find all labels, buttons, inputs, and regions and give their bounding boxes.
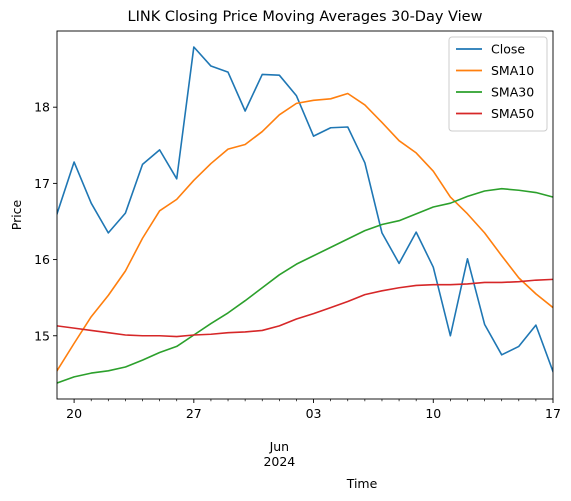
axes: [56, 30, 554, 400]
legend-label: SMA10: [491, 63, 534, 78]
y-tick-label: 15: [34, 328, 50, 343]
legend-label: Close: [491, 42, 525, 57]
series-lines: [57, 46, 553, 384]
legend: Close SMA10 SMA30 SMA50: [448, 36, 548, 132]
plot-frame: [56, 30, 554, 400]
legend-label: SMA30: [491, 85, 534, 100]
x-month-label: 2024: [263, 454, 295, 469]
y-tick-label: 18: [34, 100, 50, 115]
series-line-sma10: [57, 92, 553, 372]
x-tick-label: 03: [306, 406, 322, 421]
x-month-label: Jun: [269, 439, 290, 454]
x-axis-label: Time: [346, 476, 378, 491]
chart-title: LINK Closing Price Moving Averages 30-Da…: [128, 9, 483, 25]
x-tick-label: 10: [425, 406, 441, 421]
legend-label: SMA50: [491, 106, 534, 121]
series-line-sma30: [57, 187, 553, 384]
series-line-close: [57, 46, 553, 373]
x-tick-label: 27: [186, 406, 202, 421]
y-tick-label: 17: [34, 176, 50, 191]
y-axis-label: Price: [9, 199, 24, 230]
x-tick-label: 20: [66, 406, 82, 421]
legend-box: [448, 36, 548, 132]
x-tick-label: 17: [545, 406, 561, 421]
series-line-sma50: [57, 278, 553, 338]
y-tick-label: 16: [34, 252, 50, 267]
